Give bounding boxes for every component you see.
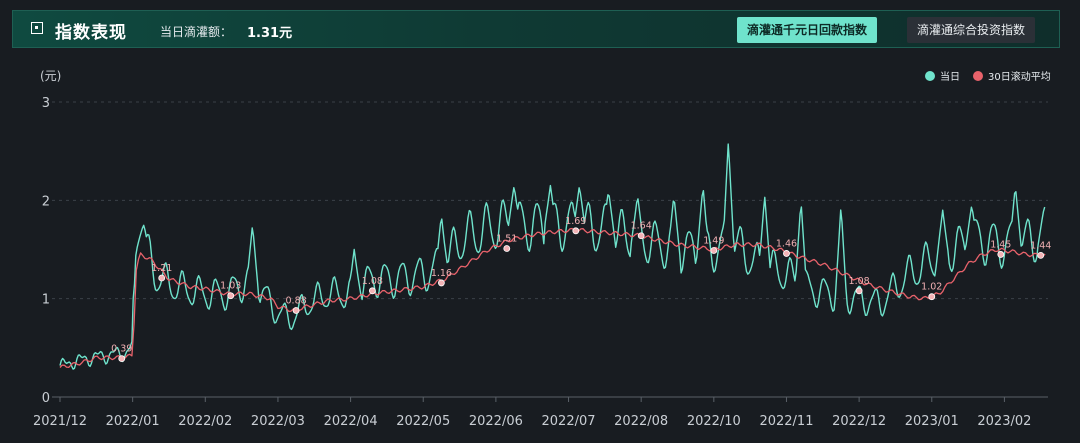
data-label: 1.08 [362, 276, 383, 287]
data-label: 1.69 [565, 216, 586, 227]
data-label: 0.88 [286, 295, 307, 306]
data-label: 1.16 [431, 268, 452, 279]
data-point-marker [227, 292, 235, 300]
x-tick-label: 2022/05 [396, 414, 450, 429]
y-tick-label: 0 [42, 391, 50, 406]
daily-amount-label: 当日滴灌额： [160, 25, 233, 39]
x-tick-label: 2022/10 [687, 414, 741, 429]
index-performance-header: 指数表现 当日滴灌额： 1.31元 滴灌通千元日回款指数 滴灌通综合投资指数 [12, 10, 1060, 48]
data-label: 1.03 [220, 281, 241, 292]
y-axis-label: (元) [40, 69, 61, 83]
daily-amount-value: 1.31元 [247, 26, 293, 41]
data-label: 1.44 [1030, 240, 1051, 251]
data-point-marker [710, 247, 718, 254]
data-label: 1.21 [151, 263, 172, 274]
data-point-marker [855, 287, 863, 295]
data-point-marker [368, 287, 376, 295]
data-label: 1.02 [921, 282, 942, 293]
page-title: 指数表现 [55, 23, 127, 43]
series-daily-line [59, 143, 1046, 370]
data-point-marker [637, 232, 645, 240]
data-label: 0.39 [111, 344, 132, 355]
legend-marker [973, 71, 983, 81]
x-tick-label: 2022/07 [542, 414, 596, 429]
x-tick-label: 2022/08 [614, 414, 668, 429]
data-label: 1.46 [776, 238, 797, 249]
y-tick-label: 1 [42, 293, 50, 308]
data-point-marker [1037, 251, 1045, 259]
data-point-marker [437, 279, 445, 287]
data-point-marker [783, 250, 790, 257]
legend-label: 当日 [940, 70, 960, 83]
data-label: 1.45 [990, 239, 1011, 250]
legend-label: 30日滚动平均 [988, 70, 1051, 83]
y-tick-label: 2 [42, 194, 50, 209]
x-tick-label: 2023/01 [905, 414, 959, 429]
x-tick-label: 2022/03 [251, 414, 305, 429]
data-point-marker [292, 307, 300, 314]
y-tick-label: 3 [42, 96, 50, 111]
data-point-marker [997, 251, 1005, 258]
data-point-marker [572, 227, 580, 235]
data-point-marker [118, 355, 126, 363]
x-tick-label: 2022/12 [832, 414, 886, 429]
tab-composite-investment-index[interactable]: 滴灌通综合投资指数 [907, 17, 1036, 43]
x-tick-label: 2023/02 [977, 414, 1031, 429]
x-tick-label: 2021/12 [33, 414, 87, 429]
data-point-marker [928, 293, 936, 301]
x-tick-label: 2022/04 [324, 414, 378, 429]
index-line-chart: 0 1 2 3 (元) 2021/12 2022/01 2022/02 2022/03 2022/… [33, 69, 1051, 429]
data-point-marker [158, 274, 166, 282]
tab-daily-return-index[interactable]: 滴灌通千元日回款指数 [737, 17, 878, 43]
legend-marker [925, 71, 935, 81]
x-tick-label: 2022/06 [469, 414, 523, 429]
data-label: 1.51 [496, 234, 517, 245]
square-icon [31, 22, 43, 34]
data-label: 1.49 [703, 235, 724, 246]
series-rolling-average-line [59, 227, 1046, 369]
data-label: 1.64 [631, 221, 652, 232]
data-label: 1.08 [849, 276, 870, 287]
data-point-marker [503, 245, 511, 252]
x-tick-label: 2022/01 [106, 414, 160, 429]
x-tick-label: 2022/11 [759, 414, 813, 429]
x-tick-label: 2022/02 [178, 414, 232, 429]
